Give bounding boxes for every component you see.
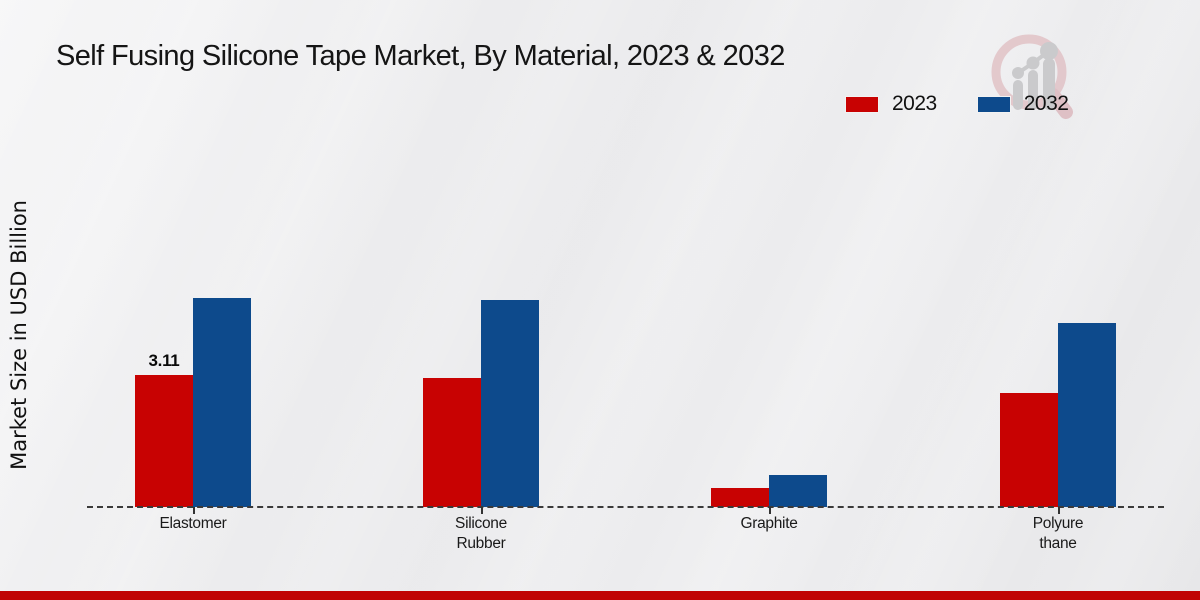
legend: 2023 2032 [845,92,1069,116]
bar-2032-elastomer [193,298,251,507]
bar-2023-elastomer [135,375,193,507]
category-label-graphite: Graphite [740,515,798,532]
x-axis-baseline [87,506,1164,508]
bar-2023-silicone-rubber [423,378,481,507]
bar-chart-icon [1012,42,1058,110]
bar-2032-silicone-rubber [481,300,539,507]
x-axis-tick [193,507,195,514]
bar-2023-graphite [711,488,769,507]
bottom-accent-bar [0,591,1200,600]
legend-label-2023: 2023 [892,92,937,115]
chart-title: Self Fusing Silicone Tape Market, By Mat… [56,40,785,72]
category-label-polyure-thane: Polyure thane [1032,515,1084,553]
watermark-logo [991,34,1073,119]
category-label-silicone-rubber: Silicone Rubber [455,515,507,553]
legend-label-2032: 2032 [1023,92,1069,115]
legend-item-2032: 2032 [976,92,1069,116]
x-axis-tick [769,507,771,514]
legend-swatch-2023 [845,95,879,113]
x-axis-tick [481,507,483,514]
bar-2032-graphite [769,475,827,507]
bar-2032-polyure-thane [1058,323,1116,507]
bar-value-label: 3.11 [148,351,180,370]
legend-item-2023: 2023 [845,92,937,116]
bar-2023-polyure-thane [1000,393,1058,507]
category-label-elastomer: Elastomer [159,515,227,532]
legend-swatch-2032 [976,95,1011,113]
x-axis-tick [1058,507,1060,514]
